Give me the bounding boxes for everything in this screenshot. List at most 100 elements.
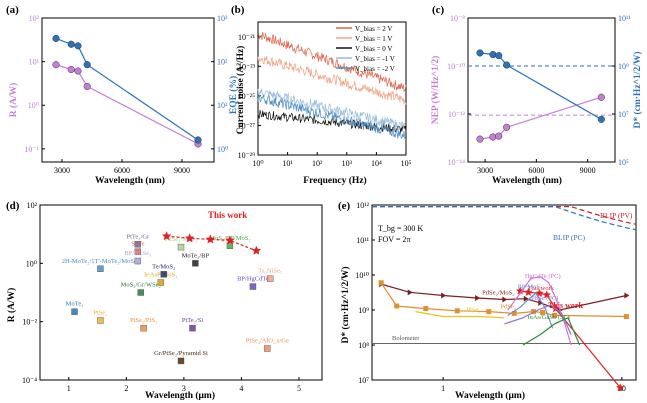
panel-b-xtick-label: 10⁰ (252, 159, 263, 168)
panel-d-this-work-label: This work (208, 210, 247, 220)
panel-e-pdse2mos2-marker (441, 292, 447, 299)
panel-d-ylabel: R (A/W) (6, 288, 17, 323)
panel-a-xtick-label: 3000 (54, 166, 70, 175)
panel-e-series-pbsepc (504, 304, 572, 335)
panel-b-series-3 (257, 88, 407, 131)
panel-c-xtick-label: 6000 (528, 166, 544, 175)
panel-c-point (503, 123, 511, 131)
panel-a-r-point (83, 82, 91, 90)
panel-e-blip-pc-curve (372, 206, 637, 231)
panel-a-xtick-label: 6000 (114, 166, 130, 175)
panel-e-this-work-star (524, 287, 533, 297)
panel-b-series-0 (257, 31, 407, 93)
panel-d-marker (177, 243, 185, 251)
panel-e-series-bpmos (507, 292, 554, 329)
panel-d-marker (177, 357, 185, 365)
panel-b-legend-label: V_bias = 1 V (355, 35, 392, 43)
panel-d-this-work-star (184, 233, 195, 243)
panel-d-xtick-label: 4 (239, 384, 243, 393)
panel-d-marker (249, 283, 257, 290)
panel-c-y2tick-label: 10⁹ (618, 62, 629, 71)
panel-c-point (489, 133, 497, 141)
panel-d-point-label: BP/HgCdTe (237, 276, 269, 283)
panel-a-r-point (74, 67, 82, 75)
panel-d-marker (267, 275, 274, 282)
panel-e-blip-pv-label: BLIP (PV) (600, 211, 633, 220)
panel-d-point-label: SnTe (131, 241, 144, 248)
panel-e-label: (e) (338, 200, 351, 212)
panel-e-series-label: HgCdTe (PC) (525, 273, 561, 280)
panel-d-marker (189, 324, 196, 332)
panel-e-ytick-label: 10⁷ (358, 376, 369, 385)
panel-d-marker (264, 345, 271, 352)
panel-c-point (495, 132, 503, 140)
panel-c-xtick-label: 9000 (580, 166, 596, 175)
panel-d-point-label: 2H-MoTe₂/1T'-MoTe₂/MoSe₂ (62, 258, 139, 265)
panel-e-pdse2-marker (394, 303, 400, 309)
panel-d-marker (134, 257, 142, 265)
panel-e-this-work-label: This work (548, 301, 583, 310)
panel-a-eqe-point (83, 61, 91, 69)
panel-b-ytick-label: 10⁻²¹ (238, 33, 256, 42)
panel-d-point-label: PtSe₂/AlO_x/Ge (246, 338, 289, 345)
panel-e-xtick-label: 1 (441, 384, 445, 393)
panel-c-point (476, 135, 484, 143)
panel-a-y2tick-label: 10² (217, 58, 228, 67)
panel-d-ytick-label: 10⁻⁴ (22, 376, 37, 385)
panel-c-point (597, 93, 605, 101)
panel-e-bolometer-label: Bolometer (392, 335, 420, 342)
panel-a-ytick-label: 10¹ (29, 58, 40, 67)
panel-a-y2tick-label: 10³ (217, 14, 228, 23)
panel-b-ytick-label: 10⁻²⁹ (238, 151, 256, 160)
panel-d-point-label: PtSe₂ (93, 309, 107, 316)
panel-e-pdse2-marker (540, 309, 546, 315)
panel-d-point-label: PdSe₂/MoS₂ (165, 236, 197, 243)
panel-a-eqe-line (55, 37, 199, 141)
panel-d-marker (134, 241, 142, 248)
panel-b-ytick-label: 10⁻²³ (238, 62, 256, 71)
panel-e-pdse2-marker (486, 309, 492, 315)
panel-a-eqe-point (194, 136, 202, 144)
panel-e-series-label: PtSe₂ (467, 307, 481, 314)
panel-e-series-label: PdSe₂/MoS₂ (482, 289, 514, 296)
panel-a-ytick-label: 10⁰ (28, 101, 39, 110)
panel-e-series-ptse (415, 311, 505, 319)
panel-a-ylabel: R (A/W) (8, 83, 19, 118)
panel-e-xlabel: Wavelength (μm) (455, 390, 525, 401)
panel-e-ytick-label: 10⁹ (358, 306, 369, 315)
panel-e-pdse2mos2-marker (624, 292, 630, 299)
panel-b-legend-label: V_bias = 0 V (355, 45, 392, 53)
panel-c-ytick-label: 10⁻⁸ (450, 14, 465, 23)
panel-a-eqe-point (74, 42, 82, 50)
panel-c-ytick-label: 10⁻¹⁴ (448, 158, 466, 167)
panel-d-marker (157, 279, 165, 286)
panel-a-ytick-label: 10⁻¹ (24, 145, 39, 154)
panel-b-legend-label: V_bias = -1 V (355, 55, 395, 63)
panel-b-ytick-label: 10⁻²⁵ (238, 92, 256, 101)
panel-c-ytick-label: 10⁻¹⁰ (447, 62, 465, 71)
panel-d-point-label: PtTe₂/Gr (126, 233, 150, 240)
panel-e-pdse2mos2-marker (407, 289, 413, 296)
panel-d-ytick-label: 10⁰ (26, 259, 37, 268)
panel-d-marker (160, 271, 167, 278)
panel-c-y2tick-label: 10⁷ (618, 110, 629, 119)
panel-e-this-work-star (616, 383, 625, 392)
panel-d-point-label: MoS₂/Gr/WSe₂ (121, 282, 161, 289)
panel-e-blip-pc-label: BLIP (PC) (553, 233, 586, 242)
panel-d-point-label: MoTe₂ (66, 301, 84, 308)
panel-d-this-work-line (166, 235, 257, 252)
panel-c-ylabel: NEP (W/Hz^1/2) (430, 56, 441, 125)
panel-c-point (597, 115, 605, 123)
panel-d-point-label: Ta₂NiSe₅ (258, 268, 282, 275)
panel-e-frame (371, 204, 637, 381)
panel-d-point-label: Te/MoS₂ (152, 263, 175, 270)
panel-e-ytick-label: 10⁸ (358, 341, 369, 350)
panel-e-condition-tbg: T_bg = 300 K (378, 224, 423, 233)
panel-c-point (503, 61, 511, 69)
panel-b-series-4 (257, 94, 407, 140)
panel-e-condition-fov: FOV = 2π (378, 235, 410, 244)
panel-b-xtick-label: 10³ (342, 159, 353, 168)
panel-e-blip-pv-curve (372, 206, 637, 225)
panel-d-this-work-star (225, 235, 235, 245)
